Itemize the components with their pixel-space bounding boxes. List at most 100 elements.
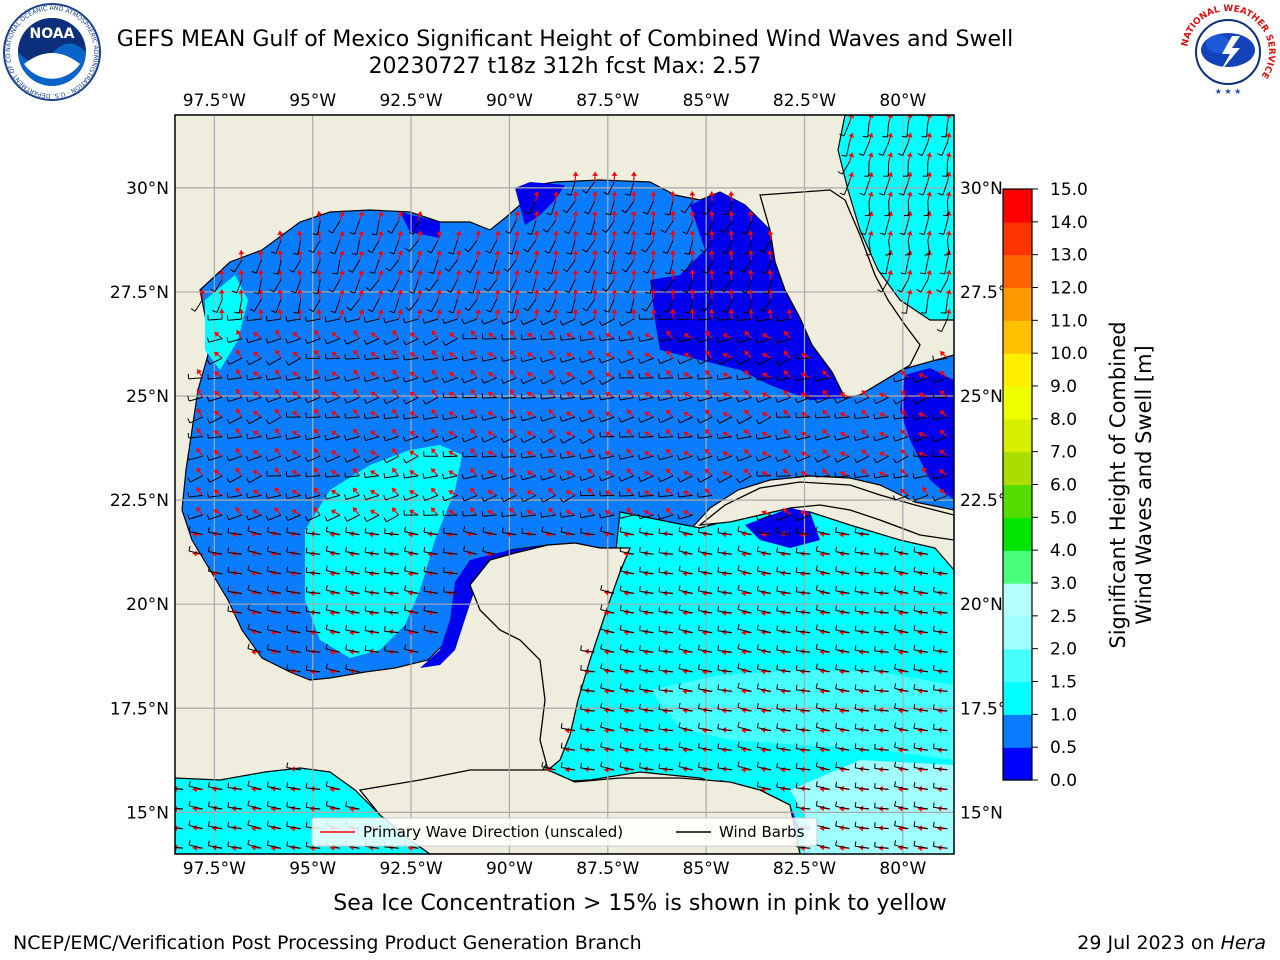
wind-barb — [423, 570, 438, 575]
wind-barb — [835, 747, 850, 751]
wave-arrow-head — [879, 431, 885, 438]
wind-barb — [757, 629, 772, 634]
wind-barb-flag — [266, 644, 269, 650]
wave-arrow-head — [253, 391, 259, 397]
wave-arrow-head — [867, 172, 874, 177]
wave-arrow-head — [626, 468, 632, 474]
wind-barb-flag — [305, 645, 308, 651]
wind-barb-flag — [904, 253, 910, 256]
wave-arrow-head — [475, 230, 482, 236]
wind-barb-flag — [697, 762, 700, 768]
wind-barb — [267, 338, 282, 344]
wave-arrow-head — [859, 688, 864, 695]
wind-barb — [737, 726, 752, 732]
wind-barb — [903, 181, 909, 196]
lat-tick-label-right: 25°N — [960, 387, 1003, 407]
wave-arrow-head — [369, 629, 374, 636]
wind-barb — [463, 377, 478, 384]
wave-arrow-head — [290, 609, 295, 616]
wave-arrow-head — [212, 786, 217, 792]
wind-barb — [307, 514, 321, 522]
wind-barb — [580, 708, 595, 712]
wave-arrow-head — [631, 250, 637, 255]
wind-barb-flag — [169, 803, 170, 808]
wind-barb — [227, 826, 242, 830]
lon-tick-label-top: 82.5°W — [773, 91, 836, 111]
wind-barb-flag — [736, 337, 739, 343]
wave-arrow-head — [527, 372, 533, 378]
wind-barb-flag — [657, 358, 661, 364]
wind-barb — [404, 377, 419, 383]
wave-arrow-head — [689, 230, 696, 235]
wind-barb-flag — [920, 272, 926, 275]
wind-barb — [425, 396, 439, 405]
wind-barb-flag — [271, 310, 277, 313]
wind-barb-flag — [600, 643, 603, 649]
wave-arrow-head — [926, 152, 933, 158]
wind-barb — [568, 279, 576, 293]
wind-barb — [209, 357, 223, 365]
wind-barb — [933, 748, 948, 751]
wind-barb — [796, 669, 811, 673]
wind-barb-flag — [190, 308, 196, 312]
wind-barb — [627, 279, 635, 293]
wind-barb-flag — [461, 318, 465, 324]
wave-arrow-head — [631, 269, 637, 274]
wind-barb — [443, 416, 458, 421]
wave-arrow-head — [253, 332, 259, 338]
wind-barb — [267, 531, 282, 536]
wind-barb-flag — [775, 456, 779, 462]
wind-barb — [926, 122, 929, 137]
wind-barb — [944, 260, 948, 275]
wind-barb-flag — [383, 472, 386, 478]
wave-arrow-head — [721, 707, 726, 714]
wind-barb — [669, 260, 674, 274]
wind-barb-flag — [743, 252, 749, 255]
wave-arrow-head — [292, 450, 298, 456]
wind-barb — [757, 648, 772, 653]
wind-barb — [776, 436, 791, 440]
wind-barb — [306, 494, 321, 500]
wave-arrow-head — [449, 372, 455, 378]
wind-barb-flag — [600, 604, 603, 610]
wind-barb — [776, 767, 791, 771]
wind-barb — [386, 514, 399, 523]
wind-barb — [884, 220, 890, 235]
wind-barb-flag — [892, 495, 896, 501]
wind-barb-flag — [325, 800, 328, 806]
wind-barb — [698, 494, 713, 498]
wind-barb — [214, 279, 223, 292]
colorbar-tick-label: 14.0 — [1050, 213, 1088, 233]
wind-barb — [247, 824, 262, 830]
wave-arrow-head — [218, 309, 225, 314]
wind-barb — [209, 416, 223, 424]
lat-tick-label-right: 20°N — [960, 595, 1003, 615]
wind-barb — [463, 318, 478, 325]
wind-barb — [306, 338, 321, 345]
wave-arrow-head — [310, 845, 315, 852]
wind-barb — [923, 220, 929, 235]
wave-arrow-head — [470, 409, 476, 415]
wind-barb-flag — [873, 413, 876, 419]
wind-barb — [549, 299, 556, 313]
wind-barb-flag — [265, 456, 269, 462]
wave-arrow-head — [721, 649, 726, 656]
wind-barb-flag — [704, 233, 710, 236]
wind-barb-flag — [756, 742, 759, 748]
wind-barb — [856, 396, 870, 404]
wave-arrow-head — [800, 747, 805, 754]
wind-barb — [267, 514, 282, 521]
wave-arrow-head — [708, 250, 715, 255]
wind-barb-flag — [853, 457, 857, 463]
wind-barb-flag — [835, 781, 838, 787]
wind-barb-flag — [266, 624, 269, 630]
wind-barb-flag — [603, 191, 609, 195]
wind-barb — [580, 514, 595, 519]
wind-barb — [566, 201, 576, 213]
wind-barb-flag — [775, 338, 778, 344]
wind-barb-flag — [324, 339, 328, 345]
wind-barb-flag — [775, 375, 778, 381]
wind-barb-flag — [579, 438, 583, 444]
wave-arrow-head — [509, 488, 515, 494]
wave-arrow-head — [926, 191, 933, 197]
